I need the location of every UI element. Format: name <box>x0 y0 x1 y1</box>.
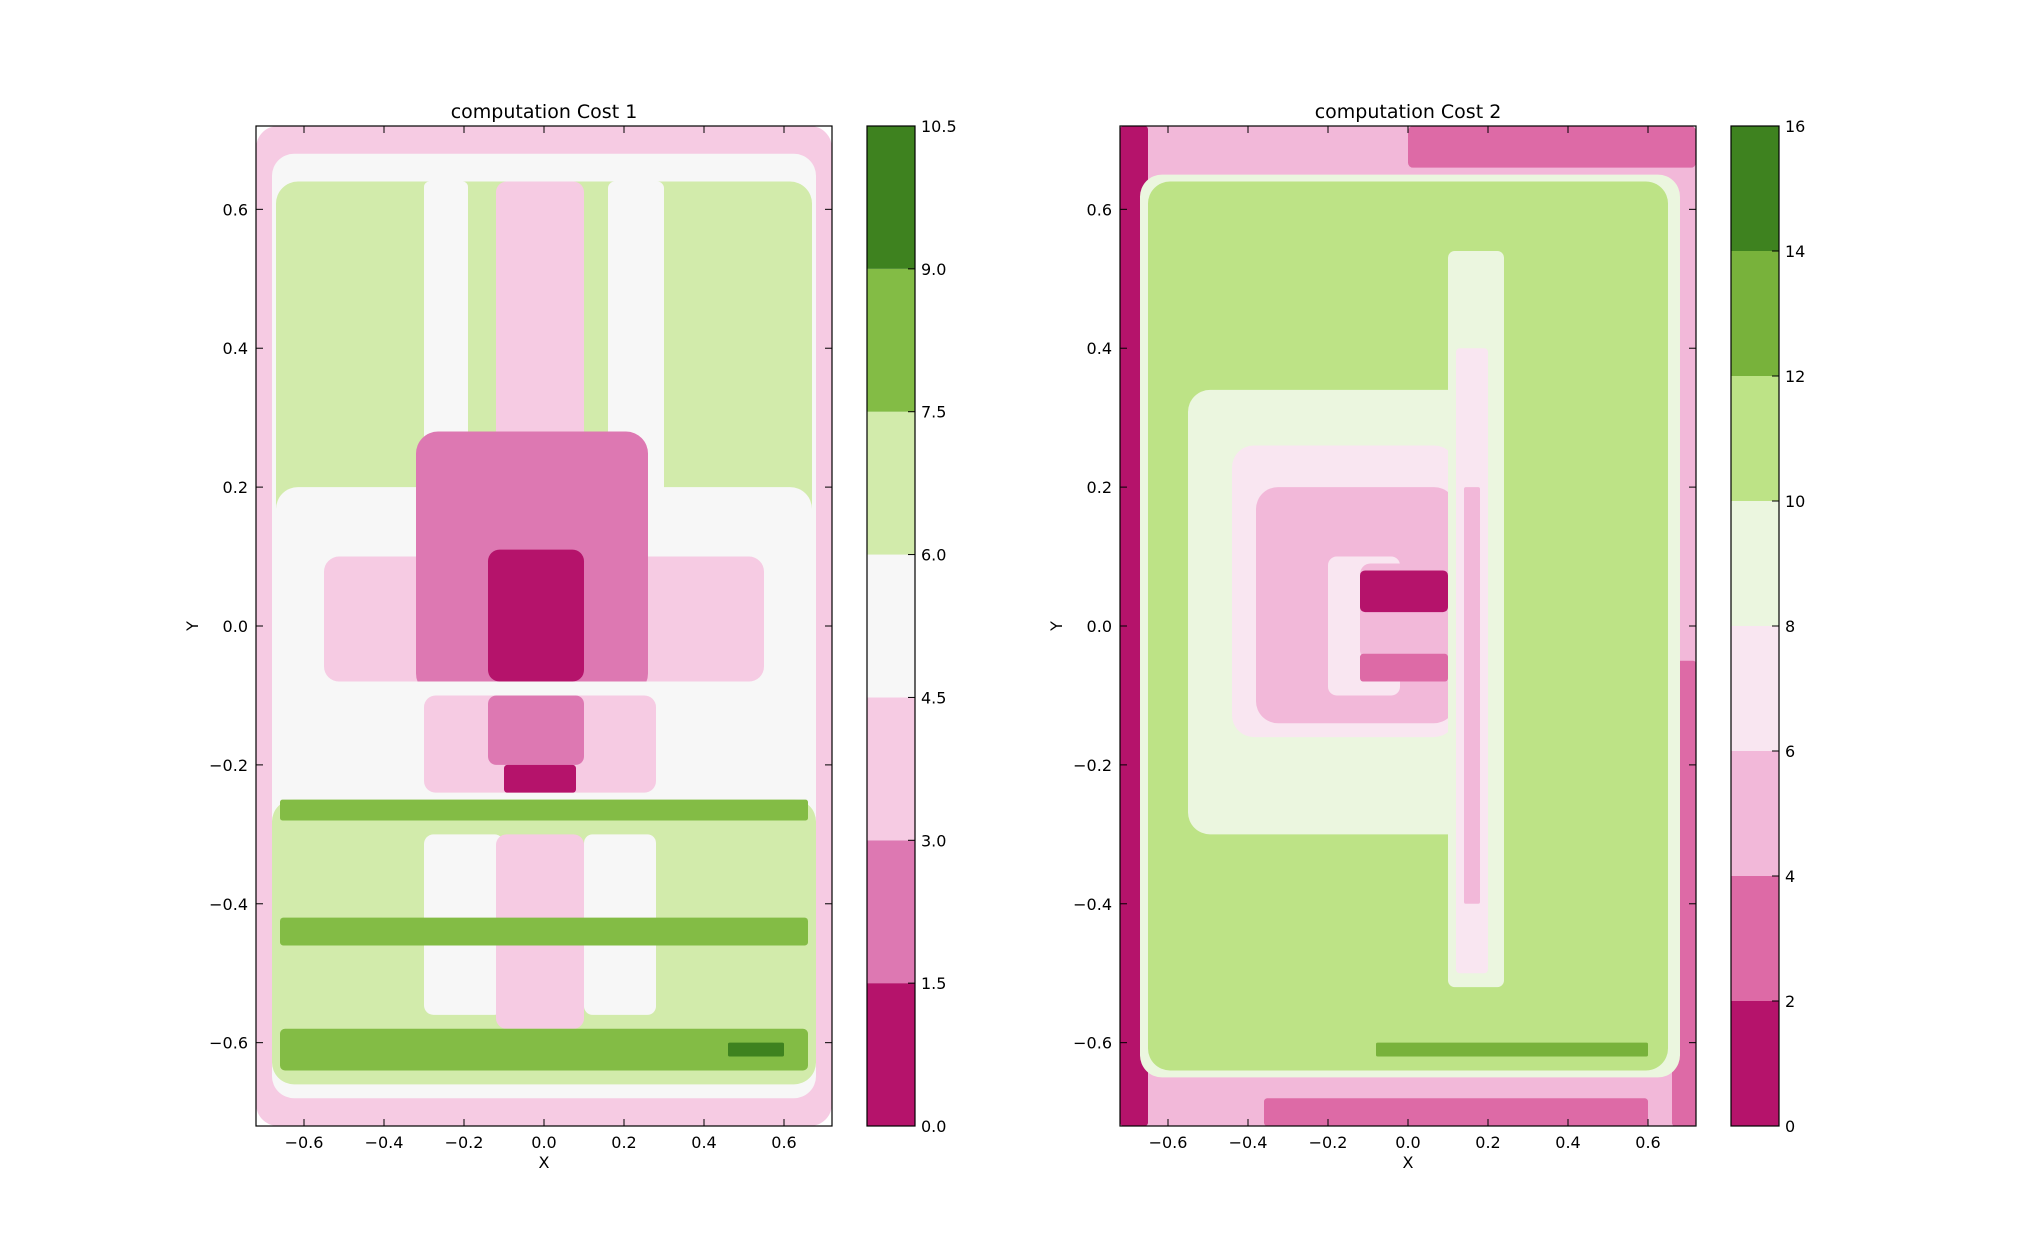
x-tick-label: −0.2 <box>445 1133 484 1152</box>
colorbar-segment <box>1731 626 1779 751</box>
x-tick-label: −0.6 <box>1149 1133 1188 1152</box>
colorbar-tick-label: 10 <box>1785 492 1805 511</box>
x-tick-label: 0.2 <box>611 1133 636 1152</box>
colorbar-tick-label: 6 <box>1785 742 1795 761</box>
x-tick-label: 0.2 <box>1475 1133 1500 1152</box>
x-tick-label: 0.6 <box>1635 1133 1660 1152</box>
colorbar-tick-label: 6.0 <box>921 546 946 565</box>
chart-title: computation Cost 1 <box>451 101 638 123</box>
contour-region <box>504 764 576 793</box>
x-tick-label: 0.0 <box>1395 1133 1420 1152</box>
colorbar-segment <box>1731 501 1779 626</box>
contour-region <box>1376 1042 1648 1057</box>
x-tick-label: 0.4 <box>691 1133 716 1152</box>
y-tick-label: −0.2 <box>209 756 248 775</box>
x-tick-label: 0.0 <box>531 1133 556 1152</box>
colorbar: 0.0 1.5 3.0 4.5 6.0 7.5 9.0 10.5 <box>866 117 957 1136</box>
y-tick-label: 0.0 <box>223 617 248 636</box>
contour-region <box>1464 487 1480 904</box>
contour-region <box>280 799 808 821</box>
colorbar-segment <box>1731 876 1779 1001</box>
y-axis-label: Y <box>1047 621 1066 632</box>
y-tick-label: 0.0 <box>1087 617 1112 636</box>
colorbar-segment <box>867 983 915 1126</box>
colorbar-tick-label: 3.0 <box>921 831 946 850</box>
colorbar-tick-label: 12 <box>1785 367 1805 386</box>
y-tick-label: 0.6 <box>1087 200 1112 219</box>
chart-2: −0.6 −0.4 −0.2 0.0 0.2 0.4 0.6 −0.6 −0.4 −0.2 0.0 0… <box>1047 101 1805 1172</box>
colorbar-segment <box>1731 1001 1779 1126</box>
colorbar-segment <box>867 697 915 841</box>
x-tick-label: −0.6 <box>285 1133 324 1152</box>
colorbar-tick-label: 4.5 <box>921 688 946 707</box>
y-tick-label: 0.4 <box>1087 339 1112 358</box>
contour-region <box>1360 570 1448 613</box>
y-tick-label: 0.2 <box>223 478 248 497</box>
colorbar-tick-label: 2 <box>1785 992 1795 1011</box>
colorbar-segment <box>867 840 915 984</box>
colorbar: 0 2 4 6 8 10 12 14 16 <box>1730 117 1805 1136</box>
colorbar-tick-label: 1.5 <box>921 974 946 993</box>
colorbar-segment <box>1731 251 1779 376</box>
colorbar-tick-label: 7.5 <box>921 403 946 422</box>
x-tick-label: −0.4 <box>365 1133 404 1152</box>
y-tick-label: 0.4 <box>223 339 248 358</box>
colorbar-tick-label: 0 <box>1785 1117 1795 1136</box>
y-tick-label: 0.6 <box>223 200 248 219</box>
colorbar-tick-label: 0.0 <box>921 1117 946 1136</box>
colorbar-tick-label: 16 <box>1785 117 1805 136</box>
colorbar-tick-label: 14 <box>1785 242 1805 261</box>
contour-region <box>280 917 808 946</box>
y-tick-label: 0.2 <box>1087 478 1112 497</box>
colorbar-segment <box>867 126 915 269</box>
contour-region <box>280 1028 808 1071</box>
y-tick-label: −0.4 <box>1073 895 1112 914</box>
contour-region <box>1264 1098 1648 1126</box>
x-axis-label: X <box>1403 1153 1414 1172</box>
chart-title: computation Cost 2 <box>1315 101 1502 123</box>
colorbar-segment <box>1731 126 1779 251</box>
colorbar-tick-label: 4 <box>1785 867 1795 886</box>
contour-regions <box>256 126 832 1126</box>
x-tick-label: 0.4 <box>1555 1133 1580 1152</box>
y-tick-label: −0.4 <box>209 895 248 914</box>
colorbar-frame <box>866 125 916 1127</box>
y-tick-label: −0.6 <box>209 1034 248 1053</box>
colorbar-segment <box>1731 376 1779 501</box>
colorbar-tick-label: 10.5 <box>921 117 957 136</box>
contour-region <box>488 695 584 765</box>
y-tick-label: −0.2 <box>1073 756 1112 775</box>
x-tick-label: −0.2 <box>1309 1133 1348 1152</box>
x-axis-label: X <box>539 1153 550 1172</box>
x-tick-label: −0.4 <box>1229 1133 1268 1152</box>
contour-region <box>1408 126 1696 168</box>
colorbar-segment <box>867 268 915 412</box>
chart-1: −0.6 −0.4 −0.2 0.0 0.2 0.4 0.6−0.6−0.4−0.20.00… <box>183 101 957 1172</box>
y-tick-label: −0.6 <box>1073 1034 1112 1053</box>
contour-region <box>488 549 584 682</box>
colorbar-segment <box>867 554 915 698</box>
colorbar-tick-label: 9.0 <box>921 260 946 279</box>
colorbar-segment <box>1731 751 1779 876</box>
contour-region <box>1360 653 1448 682</box>
contour-regions <box>1120 126 1696 1126</box>
colorbar-tick-label: 8 <box>1785 617 1795 636</box>
contour-region <box>728 1042 784 1057</box>
x-tick-label: 0.6 <box>771 1133 796 1152</box>
colorbar-segment <box>867 411 915 555</box>
y-axis-label: Y <box>183 621 202 632</box>
